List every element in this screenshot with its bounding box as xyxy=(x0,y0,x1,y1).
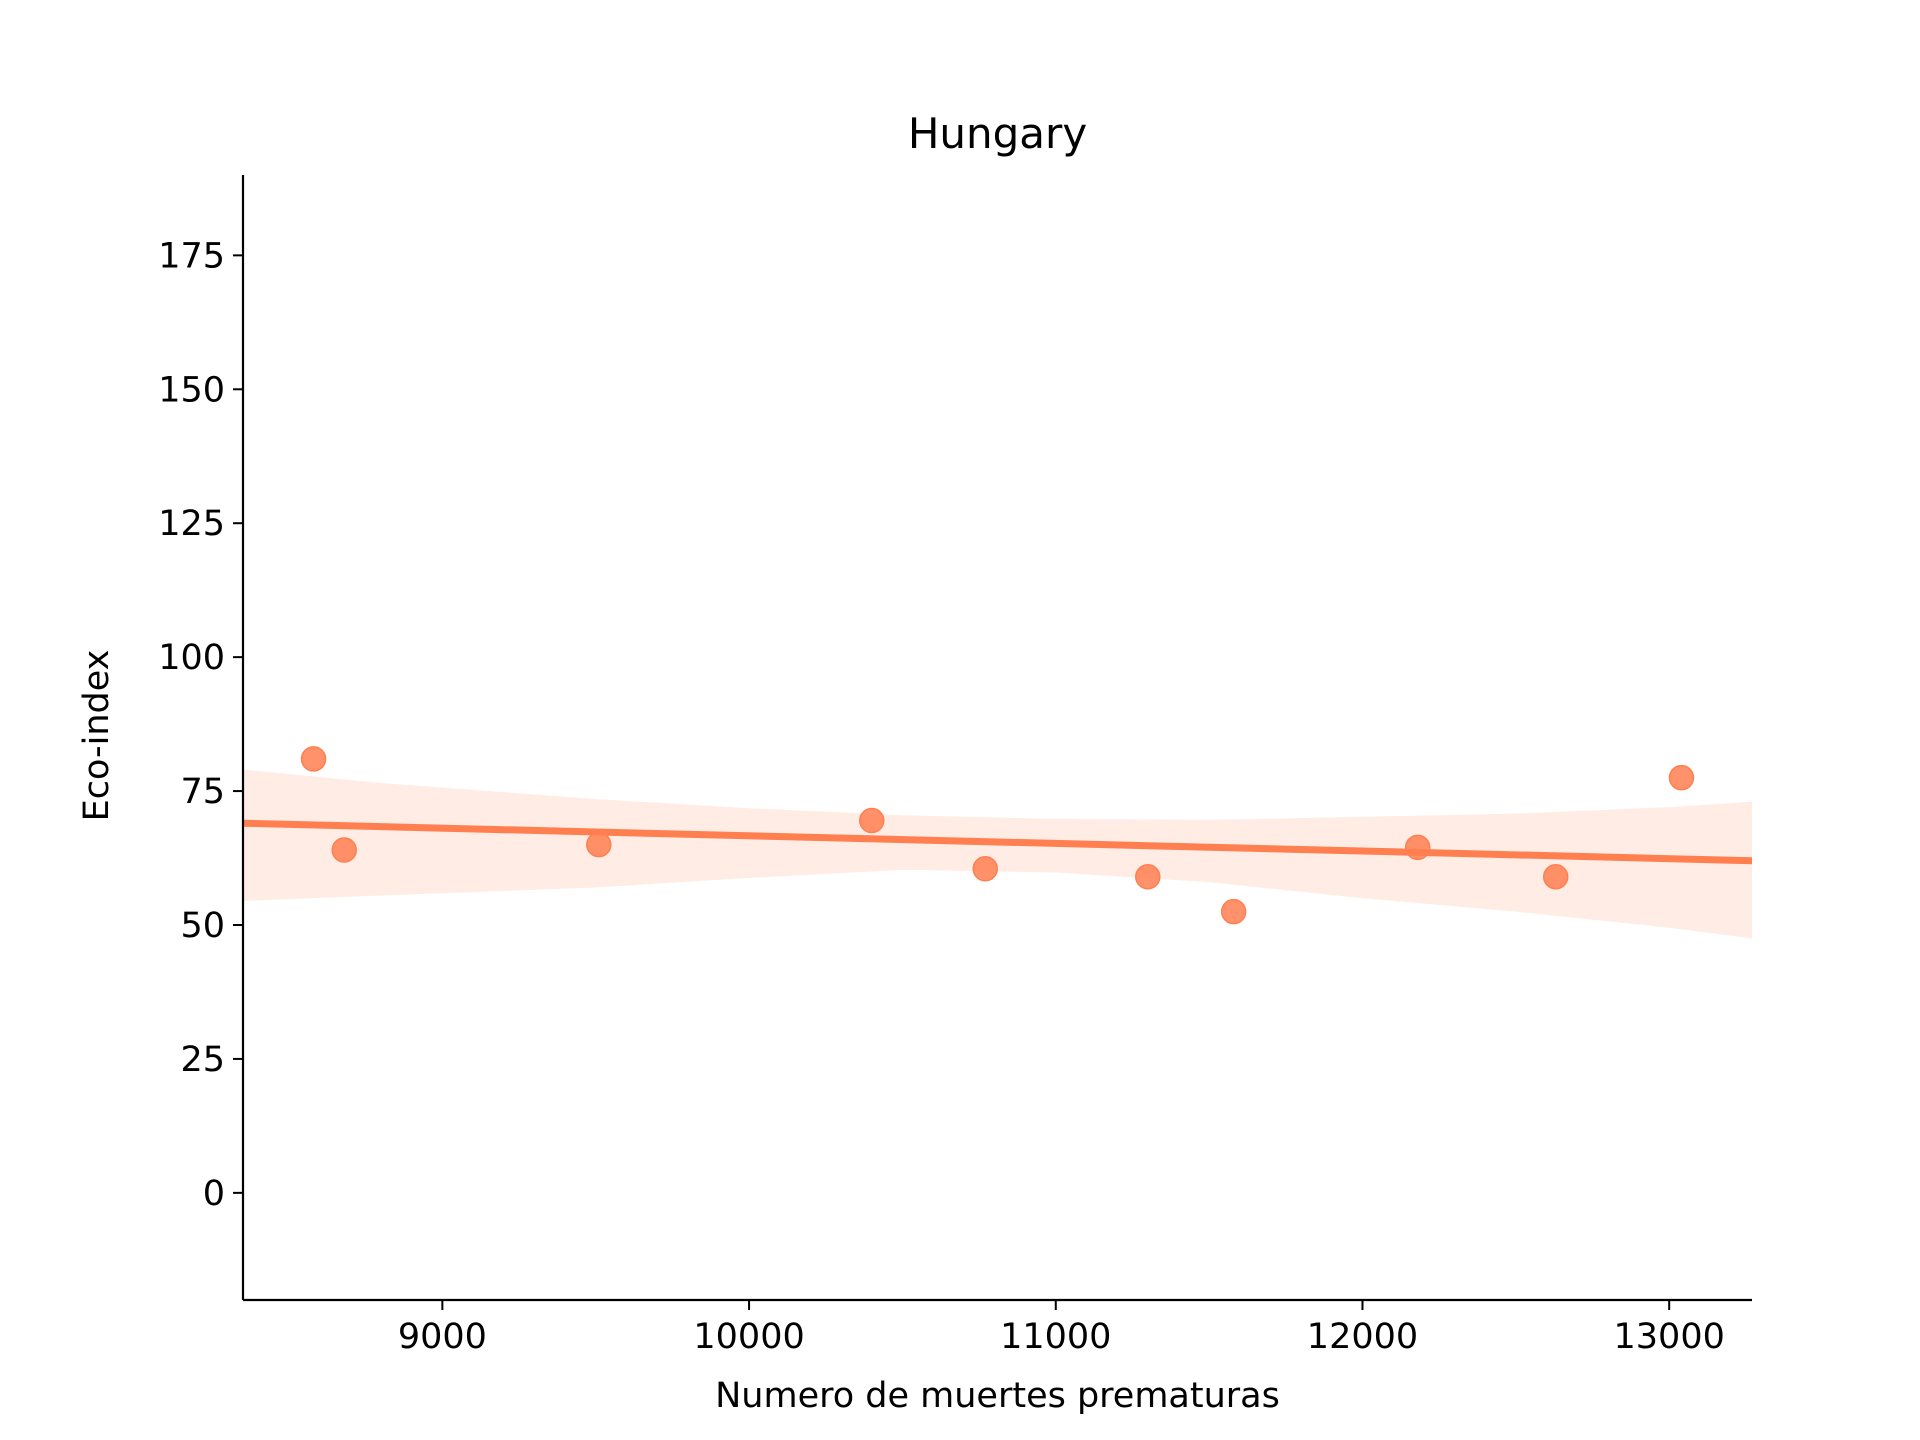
confidence-band-layer xyxy=(243,769,1752,939)
data-point xyxy=(972,856,998,882)
data-point xyxy=(1668,764,1695,791)
y-tick-label: 175 xyxy=(158,236,225,276)
y-tick-label: 125 xyxy=(158,504,225,544)
y-tick-label: 150 xyxy=(158,370,225,410)
x-tick-label: 13000 xyxy=(1614,1317,1725,1357)
data-points-layer xyxy=(300,746,1695,925)
y-tick-label: 50 xyxy=(180,906,225,946)
confidence-band xyxy=(243,769,1752,939)
data-point xyxy=(586,831,612,858)
y-axis-title: Eco-index xyxy=(77,650,117,822)
regression-line-layer xyxy=(242,819,1753,865)
data-point xyxy=(1135,864,1161,890)
x-tick-label: 11000 xyxy=(1000,1317,1111,1357)
data-point xyxy=(300,746,327,772)
y-tick-label: 25 xyxy=(180,1040,225,1080)
x-tick-label: 10000 xyxy=(693,1317,804,1357)
y-tick-label: 75 xyxy=(180,772,225,812)
y-tick-label: 100 xyxy=(158,638,225,678)
chart-title: Hungary xyxy=(908,109,1087,158)
data-point xyxy=(1220,898,1247,925)
data-point xyxy=(859,807,885,834)
y-tick-label: 0 xyxy=(203,1174,225,1214)
axes-layer: 9000 10000 11000 12000 13000 0 25 50 75 100 125 150… xyxy=(158,175,1752,1357)
labels-layer: Hungary Numero de muertes prematuras Eco… xyxy=(77,109,1280,1416)
regression-line xyxy=(242,819,1753,865)
data-point xyxy=(1404,834,1431,861)
data-point xyxy=(331,837,357,863)
x-tick-label: 9000 xyxy=(398,1317,487,1357)
data-point xyxy=(1542,864,1569,890)
x-tick-label: 12000 xyxy=(1307,1317,1418,1357)
x-axis-title: Numero de muertes prematuras xyxy=(715,1376,1280,1416)
